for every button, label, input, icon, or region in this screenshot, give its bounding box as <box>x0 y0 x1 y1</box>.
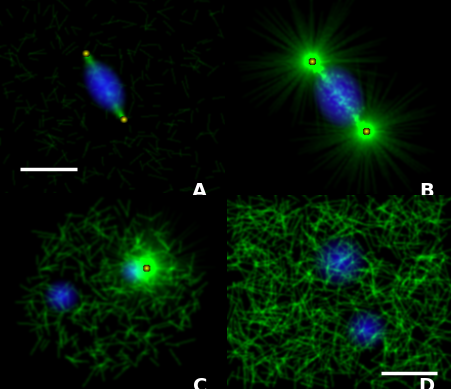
Text: A: A <box>191 182 207 201</box>
Text: D: D <box>417 377 433 389</box>
Text: B: B <box>419 182 433 201</box>
Text: C: C <box>192 377 207 389</box>
